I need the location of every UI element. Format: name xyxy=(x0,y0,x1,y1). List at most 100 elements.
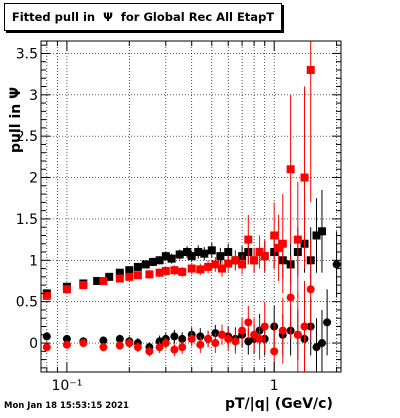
data-point xyxy=(231,256,240,265)
data-point xyxy=(99,336,108,345)
data-point xyxy=(42,291,51,300)
data-point xyxy=(170,266,179,275)
data-point xyxy=(42,332,51,341)
data-point xyxy=(196,265,205,274)
axis-ticks xyxy=(41,41,341,372)
series-3 xyxy=(42,239,315,372)
data-point xyxy=(270,231,279,240)
data-point xyxy=(204,334,213,343)
data-point xyxy=(211,260,220,269)
data-point xyxy=(278,239,287,248)
data-point xyxy=(224,334,233,343)
data-point xyxy=(306,285,315,294)
data-point xyxy=(62,285,71,294)
data-point xyxy=(300,322,309,331)
data-point xyxy=(178,334,187,343)
y-tick-label: 1.5 xyxy=(16,212,38,228)
data-point xyxy=(293,235,302,244)
data-point xyxy=(155,343,164,352)
data-point xyxy=(99,276,108,285)
data-point xyxy=(115,341,124,350)
x-tick-label: 10⁻¹ xyxy=(51,378,82,394)
data-point xyxy=(286,293,295,302)
data-point xyxy=(161,339,170,348)
chart-title: Fitted pull in Ψ for Global Rec All Etap… xyxy=(4,3,282,31)
data-point xyxy=(211,339,220,348)
data-point xyxy=(115,268,124,277)
data-point xyxy=(332,260,341,269)
data-point xyxy=(317,339,326,348)
y-tick-label: 2 xyxy=(29,171,38,187)
data-point xyxy=(260,252,269,261)
x-axis-title: pT/|q| (GeV/c) xyxy=(225,396,333,412)
data-point xyxy=(115,274,124,283)
data-point xyxy=(194,248,203,257)
data-point xyxy=(105,272,114,281)
data-point xyxy=(62,340,71,349)
data-point xyxy=(155,256,164,265)
data-point xyxy=(148,257,157,266)
x-tick-labels: 10⁻¹ 1 xyxy=(51,378,278,394)
data-point xyxy=(115,334,124,343)
data-point xyxy=(244,318,253,327)
data-point xyxy=(312,343,321,352)
x-tick-label: 1 xyxy=(270,378,279,394)
data-point xyxy=(125,339,134,348)
data-point xyxy=(216,252,225,261)
data-point xyxy=(183,248,192,257)
data-point xyxy=(231,337,240,346)
data-point xyxy=(306,65,315,74)
data-point xyxy=(62,334,71,343)
y-tick-label: 0.5 xyxy=(16,295,38,311)
data-point xyxy=(200,249,209,258)
data-point xyxy=(175,250,184,259)
data-point xyxy=(133,271,142,280)
data-point xyxy=(196,340,205,349)
data-point xyxy=(323,318,332,327)
y-tick-label: 2.5 xyxy=(16,129,38,145)
data-series xyxy=(42,41,341,372)
data-point xyxy=(99,343,108,352)
data-point xyxy=(312,231,321,240)
data-point xyxy=(274,243,283,252)
data-point xyxy=(161,267,170,276)
y-tick-label: 1 xyxy=(29,253,38,269)
data-point xyxy=(293,330,302,339)
data-point xyxy=(145,347,154,356)
data-point xyxy=(255,334,264,343)
data-point xyxy=(125,272,134,281)
data-point xyxy=(141,260,150,269)
data-point xyxy=(255,248,264,257)
data-point xyxy=(133,262,142,271)
data-point xyxy=(145,270,154,279)
data-point xyxy=(42,343,51,352)
data-point xyxy=(170,345,179,354)
data-point xyxy=(93,276,102,285)
data-point xyxy=(238,260,247,269)
data-point xyxy=(187,252,196,261)
y-tick-labels: 0 0.5 1 1.5 2 2.5 3 3.5 xyxy=(16,46,38,352)
data-point xyxy=(187,264,196,273)
data-point xyxy=(317,227,326,236)
y-tick-label: 3 xyxy=(29,88,38,104)
plot-area xyxy=(41,41,341,372)
data-point xyxy=(125,266,134,275)
data-point xyxy=(244,235,253,244)
data-point xyxy=(218,330,227,339)
data-point xyxy=(250,330,259,339)
data-point xyxy=(178,267,187,276)
data-point xyxy=(204,262,213,271)
plot-frame xyxy=(40,40,342,373)
data-point xyxy=(286,165,295,174)
data-point xyxy=(238,326,247,335)
data-point xyxy=(79,339,88,348)
data-point xyxy=(250,256,259,265)
y-axis-title: pull in Ψ xyxy=(8,87,24,153)
data-point xyxy=(170,332,179,341)
data-point xyxy=(178,343,187,352)
data-point xyxy=(224,259,233,268)
data-point xyxy=(133,343,142,352)
y-tick-label: 0 xyxy=(29,336,38,352)
